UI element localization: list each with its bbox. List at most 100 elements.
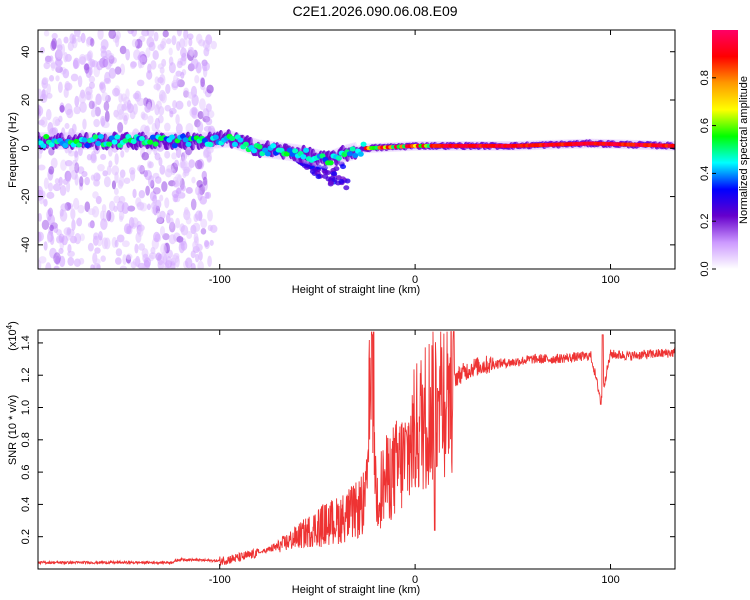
heatmap-noise-blob (53, 252, 61, 265)
heatmap-noise-blob (44, 56, 52, 64)
heatmap-noise-blob (66, 171, 72, 183)
heatmap-noise-blob (174, 159, 180, 168)
heatmap-noise-blob (81, 171, 88, 178)
heatmap-noise-blob (59, 210, 68, 222)
heatmap-noise-blob (41, 219, 50, 230)
heatmap-noise-blob (191, 176, 196, 184)
heatmap-noise-blob (119, 169, 126, 178)
heatmap-noise-blob (146, 36, 155, 48)
heatmap-noise-blob (210, 40, 217, 50)
heatmap-noise-blob (176, 41, 181, 51)
heatmap-tail-blob (340, 164, 347, 170)
heatmap-noise-blob (193, 232, 199, 244)
heatmap-noise-blob (38, 151, 42, 159)
heatmap-noise-blob (205, 117, 213, 126)
heatmap-noise-blob (183, 36, 188, 48)
heatmap-noise-blob (151, 206, 157, 214)
heatmap-noise-blob (119, 63, 126, 76)
heatmap-band-core (327, 160, 334, 166)
heatmap-band-core (670, 143, 675, 148)
heatmap-noise-blob (51, 37, 58, 50)
heatmap-noise-blob (108, 200, 116, 212)
heatmap-noise-blob (87, 242, 94, 252)
heatmap-band-core (185, 141, 192, 147)
heatmap-noise-blob (136, 79, 145, 87)
heatmap-noise-blob (134, 243, 139, 254)
snr-y-axis-label: SNR (10 * v/v) (7, 395, 19, 465)
heatmap-noise-blob (127, 205, 136, 212)
heatmap-noise-blob (101, 237, 109, 250)
heatmap-noise-blob (46, 232, 52, 243)
heatmap-noise-blob (159, 164, 166, 175)
heatmap-noise-blob (161, 181, 168, 192)
heatmap-band-core (207, 141, 214, 148)
heatmap-noise-blob (38, 164, 46, 171)
heatmap-noise-blob (58, 176, 63, 186)
heatmap-noise-blob (168, 234, 177, 245)
heatmap-noise-blob (88, 75, 96, 83)
heatmap-noise-blob (70, 208, 76, 220)
snr-y-tick-label: 0.2 (20, 529, 32, 544)
heatmap-band-core (122, 138, 129, 144)
heatmap-noise-blob (125, 48, 131, 61)
heatmap-noise-blob (77, 204, 85, 214)
heatmap-band-core (251, 148, 258, 154)
heatmap-band-core (48, 142, 55, 148)
heatmap-noise-blob (188, 37, 193, 47)
heatmap-band-core (152, 141, 159, 147)
heatmap-noise-blob (129, 169, 136, 182)
heatmap-noise-blob (197, 260, 204, 269)
heatmap-noise-blob (199, 98, 206, 111)
heatmap-noise-blob (88, 66, 93, 76)
heatmap-noise-blob (152, 187, 161, 195)
heatmap-noise-blob (38, 231, 42, 243)
heatmap-noise-blob (69, 164, 75, 173)
heatmap-noise-blob (190, 198, 197, 211)
heatmap-noise-blob (108, 67, 117, 79)
heatmap-noise-blob (185, 216, 192, 225)
heatmap-y-tick-label: 0 (20, 145, 32, 151)
heatmap-noise-blob (186, 231, 193, 239)
heatmap-noise-blob (50, 157, 58, 169)
heatmap-noise-blob (178, 241, 185, 254)
heatmap-tail-blob (321, 165, 328, 171)
heatmap-noise-blob (194, 159, 203, 170)
heatmap-noise-blob (111, 180, 117, 190)
heatmap-noise-blob (145, 47, 151, 58)
heatmap-noise-blob (175, 217, 181, 229)
heatmap-tail-blob (325, 176, 332, 182)
heatmap-noise-blob (183, 166, 191, 174)
heatmap-band-core (231, 141, 238, 147)
heatmap-noise-blob (89, 37, 95, 47)
heatmap-band-core (169, 134, 176, 140)
heatmap-noise-blob (82, 118, 87, 130)
heatmap-noise-blob (47, 182, 54, 192)
heatmap-noise-blob (146, 203, 151, 211)
heatmap-noise-blob (77, 145, 83, 157)
heatmap-noise-blob (160, 91, 167, 104)
heatmap-noise-blob (46, 92, 53, 99)
heatmap-noise-blob (127, 30, 134, 35)
heatmap-noise-blob (119, 265, 127, 269)
heatmap-noise-blob (104, 71, 111, 84)
heatmap-noise-blob (92, 191, 99, 199)
heatmap-band-core (147, 139, 154, 145)
heatmap-noise-blob (202, 149, 210, 159)
heatmap-noise-blob (46, 83, 52, 95)
heatmap-noise-blob (121, 202, 129, 214)
heatmap-noise-blob (70, 73, 79, 82)
heatmap-band-core (106, 141, 113, 147)
heatmap-noise-blob (146, 101, 152, 113)
heatmap-noise-blob (202, 108, 210, 119)
heatmap-noise-blob (86, 51, 92, 62)
heatmap-noise-blob (47, 121, 54, 134)
heatmap-noise-blob (198, 250, 203, 261)
heatmap-noise-blob (147, 115, 154, 125)
heatmap-noise-blob (63, 52, 68, 63)
heatmap-noise-blob (43, 241, 48, 251)
heatmap-band-core (114, 134, 121, 140)
heatmap-tail-blob (343, 185, 350, 191)
heatmap-noise-blob (69, 33, 75, 44)
heatmap-noise-blob (48, 166, 55, 175)
heatmap-noise-blob (154, 117, 161, 130)
